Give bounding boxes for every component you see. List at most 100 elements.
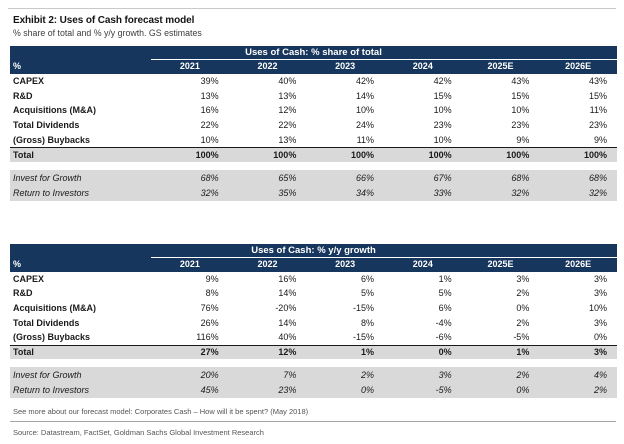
source-line: Source: Datastream, FactSet, Goldman Sac… — [13, 428, 264, 438]
row-value: 32% — [511, 187, 530, 198]
row-value: 67% — [433, 172, 452, 183]
table-header-band: Uses of Cash: % y/y growth % 2021 2022 2… — [10, 243, 617, 272]
row-value: 26% — [200, 317, 219, 328]
table-body: CAPEX 9% 16% 6% 1% 3% 3% R&D 8% 14% 5% 5% 2% 3% Acquis… — [10, 272, 617, 360]
row-value: 10% — [588, 303, 607, 314]
row-label: R&D — [13, 90, 33, 101]
row-value: 42% — [355, 76, 374, 87]
year-columns: 2021 2022 2023 2024 2025E 2026E — [151, 256, 617, 272]
percent-column-header: % — [13, 258, 22, 269]
row-value: 42% — [433, 76, 452, 87]
row-value: 13% — [200, 90, 219, 101]
row-value: 76% — [200, 303, 219, 314]
row-value: -15% — [352, 303, 374, 314]
year-header: 2021 — [179, 61, 200, 71]
exhibit-title: Exhibit 2: Uses of Cash forecast model — [13, 15, 195, 26]
row-label: Total Dividends — [13, 317, 80, 328]
table-row: Invest for Growth 20% 7% 2% 3% 2% 4% — [10, 368, 617, 383]
row-value: 3% — [593, 317, 607, 328]
uses-of-cash-share-table: Uses of Cash: % share of total % 2021 20… — [10, 46, 617, 201]
table-row: (Gross) Buybacks 10% 13% 11% 10% 9% 9% — [10, 132, 617, 147]
table-row: Invest for Growth 68% 65% 66% 67% 68% 68% — [10, 170, 617, 185]
year-header: 2023 — [335, 258, 356, 269]
row-value: 8% — [360, 317, 374, 328]
row-value: 6% — [360, 273, 374, 284]
row-value: 3% — [593, 347, 607, 358]
table-row: Return to Investors 45% 23% 0% -5% 0% 2% — [10, 383, 617, 398]
row-value: 23% — [588, 120, 607, 131]
row-value: 11% — [589, 105, 607, 116]
row-value: 68% — [588, 172, 607, 183]
year-header: 2022 — [257, 61, 278, 71]
row-value: 1% — [438, 273, 452, 284]
row-value: 13% — [278, 90, 297, 101]
row-value: 10% — [200, 134, 219, 145]
row-label: (Gross) Buybacks — [13, 134, 91, 145]
row-label: Acquisitions (M&A) — [13, 105, 96, 116]
row-value: 6% — [438, 303, 452, 314]
row-value: 0% — [438, 347, 452, 358]
row-label: Return to Investors — [13, 187, 90, 198]
row-value: 100% — [273, 149, 297, 160]
row-value: 33% — [433, 187, 452, 198]
row-value: -20% — [275, 303, 297, 314]
table-summary-rows: Invest for Growth 20% 7% 2% 3% 2% 4% Return to … — [10, 367, 617, 399]
row-value: 24% — [355, 120, 374, 131]
table-row: Total Dividends 26% 14% 8% -4% 2% 3% — [10, 315, 617, 330]
row-value: 45% — [200, 385, 219, 396]
year-header: 2023 — [335, 61, 356, 71]
row-value: -5% — [513, 332, 530, 343]
row-value: 66% — [355, 172, 374, 183]
row-label: (Gross) Buybacks — [13, 332, 91, 343]
row-value: 7% — [283, 370, 297, 381]
year-header-row: % 2021 2022 2023 2024 2025E 2026E — [10, 59, 617, 74]
row-value: 3% — [593, 288, 607, 299]
row-value: 43% — [588, 76, 607, 87]
row-value: 116% — [196, 332, 219, 343]
row-value: 2% — [516, 370, 530, 381]
row-value: 65% — [278, 172, 297, 183]
table-row: R&D 8% 14% 5% 5% 2% 3% — [10, 286, 617, 301]
row-value: 16% — [278, 273, 297, 284]
row-value: 10% — [511, 105, 530, 116]
row-value: 9% — [205, 273, 219, 284]
top-divider — [8, 8, 616, 9]
row-value: 20% — [200, 370, 219, 381]
year-header: 2026E — [565, 61, 592, 71]
row-value: 0% — [593, 332, 607, 343]
row-value: 23% — [511, 120, 530, 131]
row-value: 39% — [200, 76, 219, 87]
table-row: Total 27% 12% 1% 0% 1% 3% — [10, 344, 617, 360]
row-value: 15% — [433, 90, 452, 101]
row-value: 23% — [433, 120, 452, 131]
row-value: -15% — [352, 332, 374, 343]
exhibit-subtitle: % share of total and % y/y growth. GS es… — [13, 28, 202, 38]
row-value: 2% — [516, 317, 530, 328]
row-value: -6% — [435, 332, 452, 343]
row-value: 2% — [516, 288, 530, 299]
row-label: CAPEX — [13, 273, 45, 284]
row-value: 9% — [516, 134, 530, 145]
year-columns: 2021 2022 2023 2024 2025E 2026E — [151, 59, 617, 74]
row-label: Return to Investors — [13, 385, 90, 396]
row-value: -5% — [435, 385, 452, 396]
row-value: 16% — [200, 105, 219, 116]
row-value: 27% — [200, 347, 219, 358]
row-value: 34% — [355, 187, 374, 198]
table-summary-rows: Invest for Growth 68% 65% 66% 67% 68% 68% Retur… — [10, 169, 617, 201]
row-value: 5% — [438, 288, 452, 299]
year-header: 2025E — [487, 61, 514, 71]
row-label: CAPEX — [13, 76, 45, 87]
forecast-model-footnote: See more about our forecast model: Corpo… — [13, 407, 309, 417]
year-header: 2024 — [412, 61, 433, 71]
row-value: 15% — [588, 90, 607, 101]
row-value: 3% — [438, 370, 452, 381]
table-row: R&D 13% 13% 14% 15% 15% 15% — [10, 89, 617, 104]
year-header: 2024 — [412, 258, 433, 269]
row-value: 32% — [200, 187, 219, 198]
row-value: 1% — [360, 347, 374, 358]
row-value: 12% — [278, 105, 297, 116]
row-value: 0% — [516, 303, 530, 314]
row-value: 10% — [433, 105, 452, 116]
row-label: Total — [13, 347, 34, 358]
